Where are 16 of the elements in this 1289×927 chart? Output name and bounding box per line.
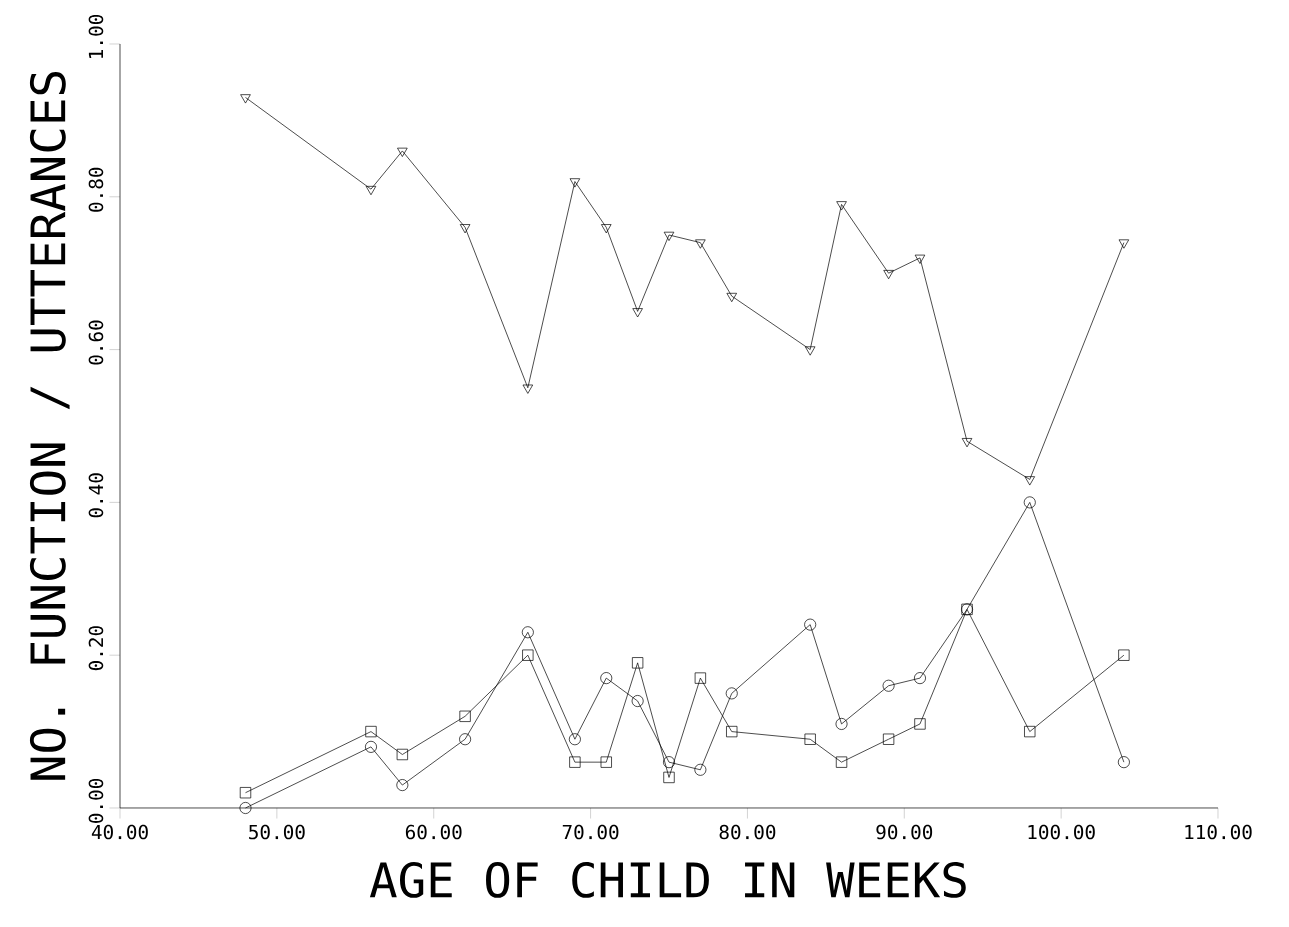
x-tick-label: 110.00 bbox=[1185, 824, 1252, 840]
x-tick-label: 70.00 bbox=[562, 824, 619, 840]
x-tick-label: 60.00 bbox=[405, 824, 462, 840]
x-tick-label: 80.00 bbox=[719, 824, 776, 840]
y-tick-label: 0.80 bbox=[88, 167, 104, 212]
x-axis-title: AGE OF CHILD IN WEEKS bbox=[369, 861, 966, 898]
x-tick-label: 40.00 bbox=[91, 824, 148, 840]
y-tick-label: 0.00 bbox=[88, 778, 104, 823]
y-tick-label: 0.40 bbox=[88, 473, 104, 518]
y-tick-label: 1.00 bbox=[88, 14, 104, 58]
x-tick-label: 50.00 bbox=[249, 824, 305, 840]
x-tick-label: 100.00 bbox=[1028, 824, 1095, 840]
y-tick-label: 0.60 bbox=[88, 320, 104, 365]
y-tick-label: 0.20 bbox=[88, 626, 104, 671]
y-axis-title: NO. FUNCTION / UTTERANCES bbox=[29, 72, 70, 780]
x-tick-label: 90.00 bbox=[876, 824, 933, 840]
